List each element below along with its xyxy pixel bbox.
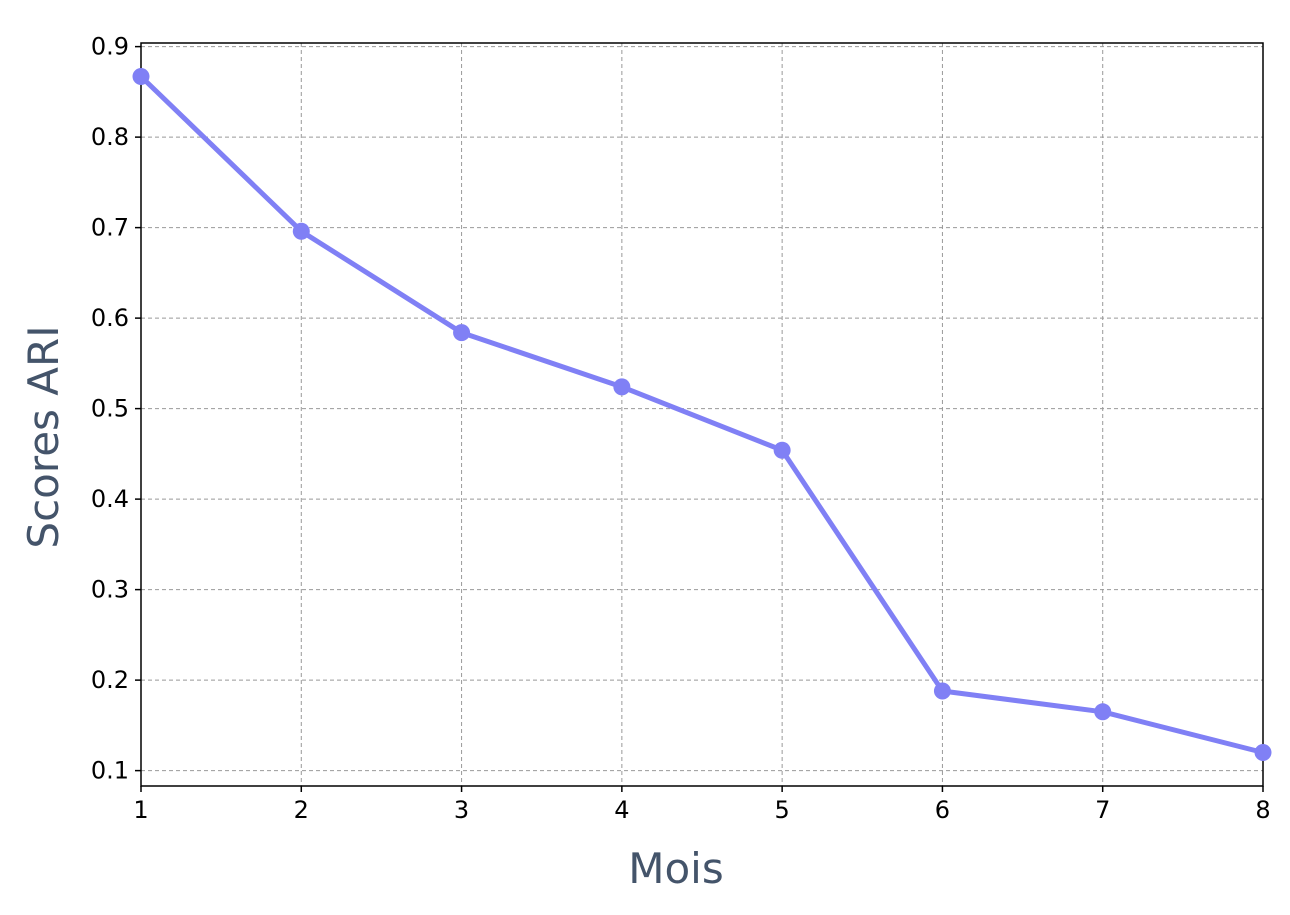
y-tick-label: 0.1 <box>91 757 129 785</box>
data-point <box>453 324 471 342</box>
data-point <box>1094 703 1112 721</box>
y-axis: 0.1 0.2 0.3 0.4 0.5 0.6 0.7 0.8 0.9 <box>91 33 141 785</box>
data-point <box>933 682 951 700</box>
x-tick-label: 1 <box>133 796 148 824</box>
y-tick-label: 0.2 <box>91 666 129 694</box>
y-tick-label: 0.5 <box>91 395 129 423</box>
x-tick-label: 7 <box>1095 796 1110 824</box>
series-0 <box>132 67 1272 762</box>
data-point <box>292 222 310 240</box>
y-tick-label: 0.4 <box>91 485 129 513</box>
y-tick-label: 0.9 <box>91 33 129 61</box>
y-tick-label: 0.8 <box>91 123 129 151</box>
x-tick-label: 4 <box>614 796 629 824</box>
x-axis: 1 2 3 4 5 6 7 8 <box>133 786 1271 824</box>
series-line <box>138 74 1266 755</box>
x-tick-label: 5 <box>775 796 790 824</box>
plot-frame <box>140 42 1264 787</box>
x-tick-label: 2 <box>294 796 309 824</box>
x-axis-title: Mois <box>628 844 723 893</box>
y-tick-label: 0.3 <box>91 576 129 604</box>
y-axis-title: Scores ARI <box>19 325 68 548</box>
x-tick-label: 8 <box>1255 796 1270 824</box>
y-tick-label: 0.7 <box>91 214 129 242</box>
data-point <box>132 67 150 85</box>
grid <box>140 43 1264 786</box>
x-tick-label: 3 <box>454 796 469 824</box>
data-point <box>773 441 791 459</box>
data-point <box>613 378 631 396</box>
data-point <box>1254 744 1272 762</box>
y-tick-label: 0.6 <box>91 304 129 332</box>
x-tick-label: 6 <box>935 796 950 824</box>
series-layer <box>132 67 1272 762</box>
